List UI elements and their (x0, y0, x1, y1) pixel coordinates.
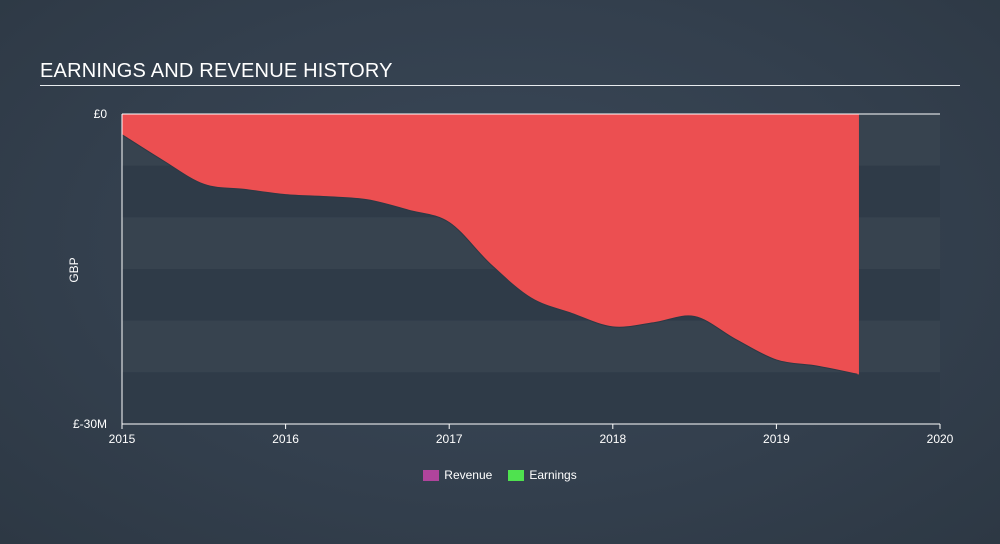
title-divider (40, 85, 960, 86)
x-tick-label: 2019 (763, 432, 790, 446)
x-tick-label: 2016 (272, 432, 299, 446)
y-tick-label: £-30M (73, 417, 107, 431)
legend-item-earnings[interactable]: Earnings (508, 468, 577, 482)
y-axis-label: GBP (67, 257, 81, 282)
x-tick-label: 2015 (109, 432, 136, 446)
y-tick-label: £0 (94, 107, 108, 121)
axes: 2015 2016 2017 2018 2019 2020 £0 £-30M (73, 107, 954, 446)
x-tick-label: 2020 (927, 432, 954, 446)
x-tick-label: 2018 (599, 432, 626, 446)
grid-band (122, 372, 940, 424)
revenue-swatch (423, 469, 440, 481)
legend: Revenue Earnings (0, 468, 1000, 482)
legend-item-revenue[interactable]: Revenue (423, 468, 492, 482)
earnings-area-layer (121, 114, 859, 375)
earnings-area (122, 114, 859, 375)
earnings-swatch (508, 469, 525, 481)
x-tick-label: 2017 (436, 432, 463, 446)
chart-title: EARNINGS AND REVENUE HISTORY (40, 60, 393, 82)
earnings-line (121, 134, 859, 375)
legend-label-revenue: Revenue (444, 468, 493, 482)
legend-label-earnings: Earnings (529, 468, 577, 482)
